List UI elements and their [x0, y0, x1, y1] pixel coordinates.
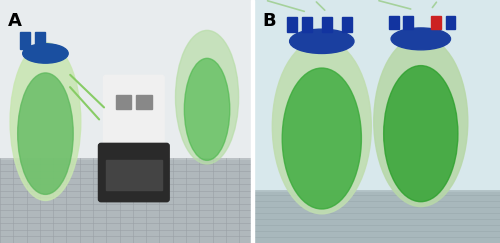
Bar — [322, 17, 332, 32]
Bar — [446, 16, 456, 29]
Bar — [404, 16, 413, 29]
Text: B: B — [262, 12, 276, 30]
Bar — [0, 158, 252, 243]
Bar — [252, 190, 500, 243]
Bar — [36, 32, 46, 44]
Bar — [342, 17, 351, 32]
FancyBboxPatch shape — [104, 75, 164, 148]
Bar — [302, 17, 312, 32]
Ellipse shape — [22, 44, 68, 63]
FancyBboxPatch shape — [98, 143, 169, 202]
Bar — [252, 0, 500, 190]
Ellipse shape — [176, 30, 238, 164]
Ellipse shape — [391, 28, 450, 50]
Ellipse shape — [384, 66, 458, 202]
Bar — [106, 160, 162, 190]
Text: A: A — [8, 12, 22, 30]
Ellipse shape — [374, 36, 468, 207]
Bar — [136, 95, 152, 109]
Ellipse shape — [272, 39, 372, 214]
Ellipse shape — [282, 68, 362, 209]
Bar — [388, 16, 398, 29]
Bar — [430, 16, 440, 29]
Bar — [116, 95, 132, 109]
Bar — [20, 32, 30, 49]
Ellipse shape — [18, 73, 73, 194]
Bar — [0, 0, 252, 158]
Bar — [287, 17, 297, 32]
Ellipse shape — [290, 29, 354, 53]
Ellipse shape — [184, 58, 230, 160]
Ellipse shape — [10, 43, 81, 200]
